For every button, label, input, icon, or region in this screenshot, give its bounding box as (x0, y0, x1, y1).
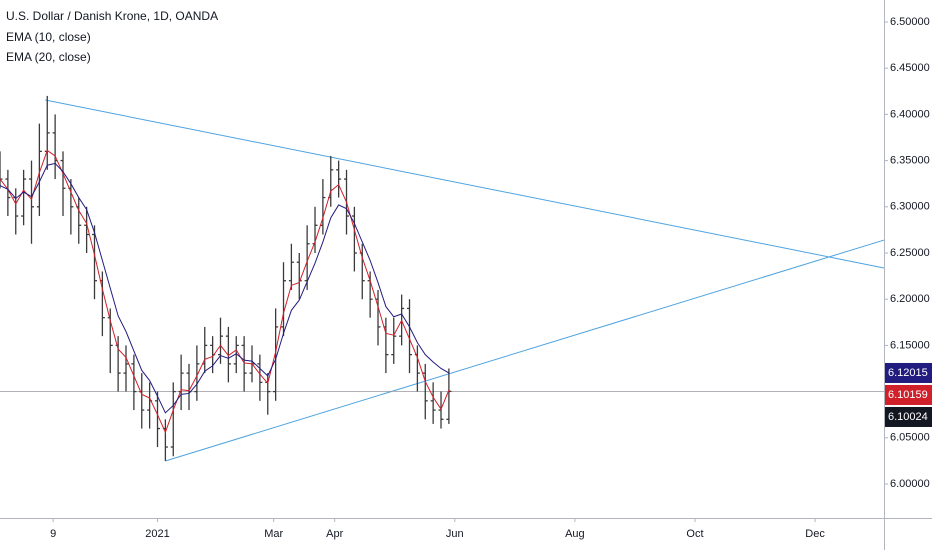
y-tick-label: 6.25000 (890, 247, 930, 259)
x-tick-label: 2021 (145, 528, 169, 540)
x-tick-label: Mar (264, 528, 283, 540)
y-tick-label: 6.40000 (890, 108, 930, 120)
y-tick-label: 6.05000 (890, 432, 930, 444)
trendline (165, 239, 885, 462)
y-tick-label: 6.30000 (890, 201, 930, 213)
y-tick-label: 6.20000 (890, 293, 930, 305)
price-marker (885, 384, 932, 405)
price-marker-label: 6.10159 (888, 389, 928, 401)
legend-entry: EMA (10, close) (6, 30, 91, 44)
x-tick-label: 9 (50, 528, 56, 540)
x-tick-label: Dec (805, 528, 825, 540)
price-marker-label: 6.12015 (888, 367, 928, 379)
x-tick-label: Apr (326, 528, 343, 540)
y-tick-label: 6.50000 (890, 16, 930, 28)
y-tick-label: 6.45000 (890, 62, 930, 74)
legend-entry: EMA (20, close) (6, 50, 91, 64)
x-tick-label: Aug (565, 528, 585, 540)
x-tick-label: Jun (446, 528, 464, 540)
y-tick-label: 6.00000 (890, 478, 930, 490)
plot-area (0, 95, 885, 462)
price-marker (885, 362, 932, 383)
price-marker-label: 6.10024 (888, 411, 928, 423)
ema-line (0, 149, 450, 434)
y-tick-label: 6.15000 (890, 339, 930, 351)
ema-line (0, 162, 450, 414)
y-tick-label: 6.35000 (890, 154, 930, 166)
chart-title: U.S. Dollar / Danish Krone, 1D, OANDA (6, 9, 218, 23)
price-marker (885, 406, 932, 427)
trendline (45, 99, 885, 269)
x-tick-label: Oct (686, 528, 703, 540)
